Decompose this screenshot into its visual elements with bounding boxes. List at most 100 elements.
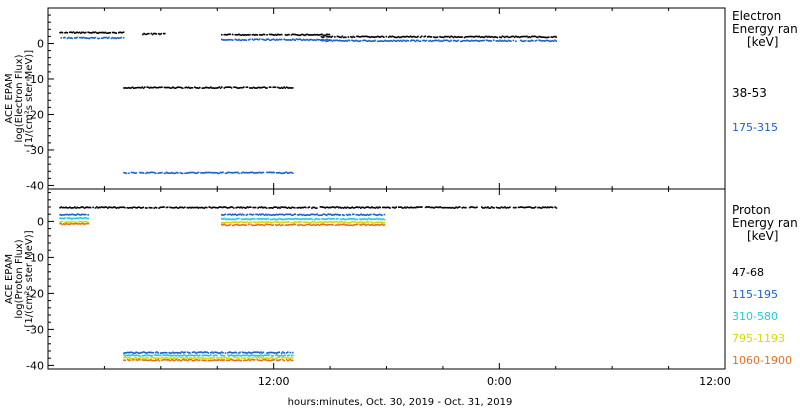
data-point xyxy=(318,218,321,221)
data-point xyxy=(173,352,175,354)
data-point xyxy=(83,223,86,226)
data-point xyxy=(364,35,367,38)
data-point xyxy=(262,351,265,354)
data-point xyxy=(233,359,235,362)
data-point xyxy=(279,224,282,227)
legend-entry: 1060-1900 xyxy=(732,354,792,367)
data-point xyxy=(139,171,141,174)
data-point xyxy=(361,206,363,209)
data-point xyxy=(377,223,380,226)
data-point xyxy=(378,224,381,227)
data-point xyxy=(88,37,91,40)
data-point xyxy=(266,352,268,354)
data-point xyxy=(297,207,300,209)
data-point xyxy=(324,221,327,223)
data-point xyxy=(411,36,413,38)
data-point xyxy=(61,220,64,223)
data-point xyxy=(224,39,227,41)
data-point xyxy=(256,87,259,89)
data-point xyxy=(279,213,282,216)
data-point xyxy=(307,214,310,216)
data-point xyxy=(151,171,153,174)
data-point xyxy=(115,32,118,34)
data-point xyxy=(247,172,250,174)
data-point xyxy=(173,359,175,362)
data-point xyxy=(329,35,331,38)
data-point xyxy=(277,172,279,174)
data-point xyxy=(212,354,215,357)
data-point xyxy=(293,38,295,41)
data-point xyxy=(130,357,133,360)
data-point xyxy=(174,351,177,354)
x-tick-label: 0:00 xyxy=(487,375,512,388)
data-point xyxy=(271,351,273,354)
data-point xyxy=(232,354,234,357)
data-point xyxy=(224,33,227,36)
data-point xyxy=(240,359,243,362)
data-point xyxy=(169,87,172,89)
data-point xyxy=(417,35,419,38)
data-point xyxy=(186,87,189,89)
data-point xyxy=(69,206,71,208)
data-point xyxy=(375,221,377,224)
data-point xyxy=(240,355,243,357)
data-point xyxy=(259,206,262,209)
data-point xyxy=(190,356,193,359)
data-point xyxy=(262,171,265,174)
data-point xyxy=(312,213,315,216)
data-point xyxy=(416,206,418,208)
data-point xyxy=(251,34,254,36)
data-point xyxy=(431,40,434,42)
data-point xyxy=(228,351,230,354)
data-point xyxy=(505,40,507,42)
data-point xyxy=(282,355,284,357)
data-point xyxy=(284,221,287,223)
data-point xyxy=(260,86,262,89)
data-point xyxy=(441,206,444,209)
data-point xyxy=(433,207,435,209)
data-point xyxy=(332,221,334,223)
data-point xyxy=(321,218,323,220)
data-point xyxy=(362,39,364,42)
data-point xyxy=(469,35,472,38)
data-point xyxy=(125,87,128,89)
data-point xyxy=(317,221,320,224)
data-point xyxy=(291,359,294,362)
data-point xyxy=(257,356,260,359)
data-point xyxy=(262,217,265,220)
data-point xyxy=(554,39,556,41)
data-point xyxy=(340,36,342,39)
data-point xyxy=(268,171,271,174)
data-point xyxy=(257,221,260,223)
data-point xyxy=(388,206,390,209)
data-point xyxy=(554,206,556,208)
data-point xyxy=(336,35,339,38)
data-point xyxy=(292,206,295,209)
data-point xyxy=(245,224,248,226)
data-point xyxy=(455,36,457,38)
data-point xyxy=(326,224,328,226)
data-point xyxy=(234,213,237,215)
data-point xyxy=(173,87,175,89)
data-point xyxy=(167,86,169,89)
data-point xyxy=(265,39,267,41)
data-point xyxy=(65,31,67,34)
data-point xyxy=(291,87,294,89)
data-point xyxy=(289,218,292,220)
data-point xyxy=(493,207,495,209)
data-point xyxy=(99,31,102,34)
data-point xyxy=(331,35,334,38)
data-point xyxy=(265,207,268,209)
data-point xyxy=(287,359,289,362)
data-point xyxy=(355,218,358,221)
data-point xyxy=(92,206,94,209)
data-point xyxy=(203,87,206,89)
data-point xyxy=(144,207,147,209)
data-point xyxy=(367,221,370,223)
data-point xyxy=(432,206,434,209)
data-point xyxy=(142,33,144,36)
data-point xyxy=(282,222,284,224)
data-point xyxy=(310,213,312,216)
data-point xyxy=(72,31,75,33)
data-point xyxy=(247,358,250,361)
